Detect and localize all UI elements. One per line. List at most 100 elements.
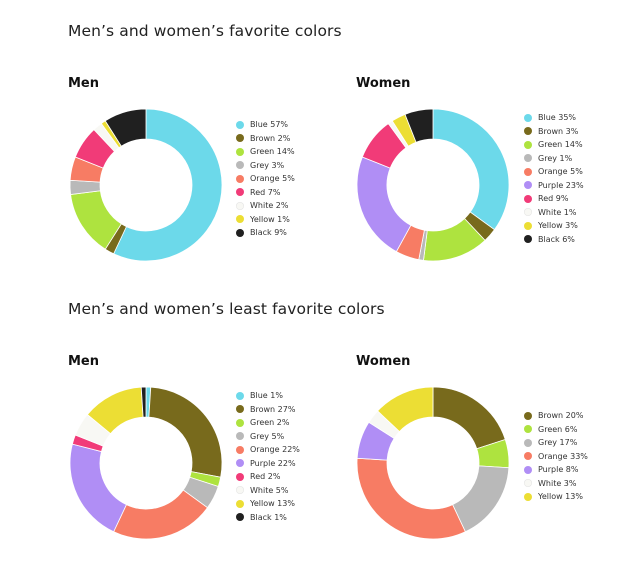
legend-label: Purple 22%: [250, 458, 296, 468]
legend-label: Brown 2%: [250, 133, 291, 143]
legend-swatch: [524, 154, 532, 163]
legend-item-orange: Orange 5%: [524, 165, 584, 179]
legend-label: Brown 27%: [250, 404, 296, 414]
legend-item-white: White 3%: [524, 477, 588, 491]
legend-item-purple: Purple 8%: [524, 463, 588, 477]
legend-swatch: [236, 445, 244, 454]
legend-item-purple: Purple 23%: [524, 179, 584, 193]
legend-women-favorite: Blue 35% Brown 3% Green 14% Grey 1% Orange 5…: [524, 111, 584, 246]
legend-swatch: [236, 188, 244, 197]
legend-swatch: [524, 221, 532, 230]
legend-swatch: [524, 208, 532, 217]
legend-item-grey: Grey 5%: [236, 430, 300, 444]
slice-purple: [356, 156, 412, 253]
legend-item-green: Green 2%: [236, 416, 300, 430]
legend-item-red: Red 9%: [524, 192, 584, 206]
legend-swatch: [236, 432, 244, 441]
legend-swatch: [524, 194, 532, 203]
legend-swatch: [524, 127, 532, 136]
slice-yellow: [377, 386, 434, 433]
section-title-favorite: Men’s and women’s favorite colors: [68, 22, 342, 40]
donut-chart-men-least: [69, 386, 223, 540]
legend-item-orange: Orange 22%: [236, 443, 300, 457]
legend-label: Red 9%: [538, 194, 569, 204]
legend-item-purple: Purple 22%: [236, 457, 300, 471]
legend-label: Grey 3%: [250, 160, 285, 170]
legend-item-white: White 1%: [524, 206, 584, 220]
slice-black: [140, 386, 147, 418]
legend-item-grey: Grey 3%: [236, 159, 295, 173]
legend-item-yellow: Yellow 13%: [524, 490, 588, 504]
legend-men-least: Blue 1% Brown 27% Green 2% Grey 5% Orange 22…: [236, 389, 300, 524]
legend-label: Yellow 3%: [538, 221, 578, 231]
legend-swatch: [524, 425, 532, 434]
legend-label: Grey 1%: [538, 153, 573, 163]
legend-label: Black 9%: [250, 228, 287, 238]
legend-label: Yellow 1%: [250, 214, 290, 224]
legend-label: Red 2%: [250, 472, 281, 482]
legend-item-brown: Brown 27%: [236, 403, 300, 417]
legend-item-grey: Grey 17%: [524, 436, 588, 450]
legend-label: Black 1%: [250, 512, 287, 522]
legend-label: Yellow 13%: [538, 492, 583, 502]
donut-chart-men-favorite: [69, 108, 223, 262]
slice-black: [104, 108, 147, 147]
legend-swatch: [236, 418, 244, 427]
slice-blue: [113, 108, 223, 262]
legend-swatch: [236, 405, 244, 414]
legend-item-yellow: Yellow 3%: [524, 219, 584, 233]
legend-swatch: [236, 201, 244, 210]
legend-item-brown: Brown 20%: [524, 409, 588, 423]
legend-swatch: [524, 452, 532, 461]
legend-label: Blue 35%: [538, 113, 577, 123]
donut-chart-women-favorite: [356, 108, 510, 262]
legend-label: White 1%: [538, 207, 577, 217]
legend-swatch: [236, 459, 244, 468]
legend-label: Blue 1%: [250, 391, 283, 401]
legend-label: Red 7%: [250, 187, 281, 197]
legend-item-blue: Blue 1%: [236, 389, 300, 403]
slice-brown: [432, 386, 506, 450]
legend-item-red: Red 2%: [236, 470, 300, 484]
slice-blue: [432, 108, 510, 231]
slice-orange: [113, 489, 209, 540]
legend-swatch: [524, 479, 532, 488]
legend-swatch: [524, 235, 532, 244]
legend-label: Black 6%: [538, 234, 575, 244]
legend-swatch: [524, 492, 532, 501]
legend-item-yellow: Yellow 13%: [236, 497, 300, 511]
legend-label: Orange 22%: [250, 445, 300, 455]
legend-item-grey: Grey 1%: [524, 152, 584, 166]
legend-swatch: [236, 472, 244, 481]
legend-label: Orange 5%: [250, 174, 295, 184]
legend-swatch: [236, 147, 244, 156]
legend-item-green: Green 14%: [236, 145, 295, 159]
legend-label: Green 14%: [538, 140, 583, 150]
legend-swatch: [236, 174, 244, 183]
chart-title-women-favorite: Women: [356, 76, 411, 91]
legend-label: Orange 33%: [538, 451, 588, 461]
legend-item-yellow: Yellow 1%: [236, 213, 295, 227]
chart-title-women-least: Women: [356, 354, 411, 369]
legend-item-orange: Orange 33%: [524, 450, 588, 464]
legend-swatch: [524, 167, 532, 176]
legend-item-black: Black 1%: [236, 511, 300, 525]
legend-label: Green 14%: [250, 147, 295, 157]
donut-chart-women-least: [356, 386, 510, 540]
legend-item-green: Green 6%: [524, 423, 588, 437]
legend-label: White 2%: [250, 201, 289, 211]
legend-item-red: Red 7%: [236, 186, 295, 200]
legend-item-brown: Brown 3%: [524, 125, 584, 139]
legend-label: White 5%: [250, 485, 289, 495]
chart-title-men-favorite: Men: [68, 76, 100, 91]
legend-swatch: [236, 120, 244, 129]
legend-swatch: [236, 215, 244, 224]
legend-label: Blue 57%: [250, 120, 289, 130]
legend-label: Orange 5%: [538, 167, 583, 177]
legend-swatch: [236, 486, 244, 495]
legend-swatch: [524, 140, 532, 149]
legend-item-white: White 2%: [236, 199, 295, 213]
chart-title-men-least: Men: [68, 354, 100, 369]
legend-label: White 3%: [538, 478, 577, 488]
legend-swatch: [524, 113, 532, 122]
